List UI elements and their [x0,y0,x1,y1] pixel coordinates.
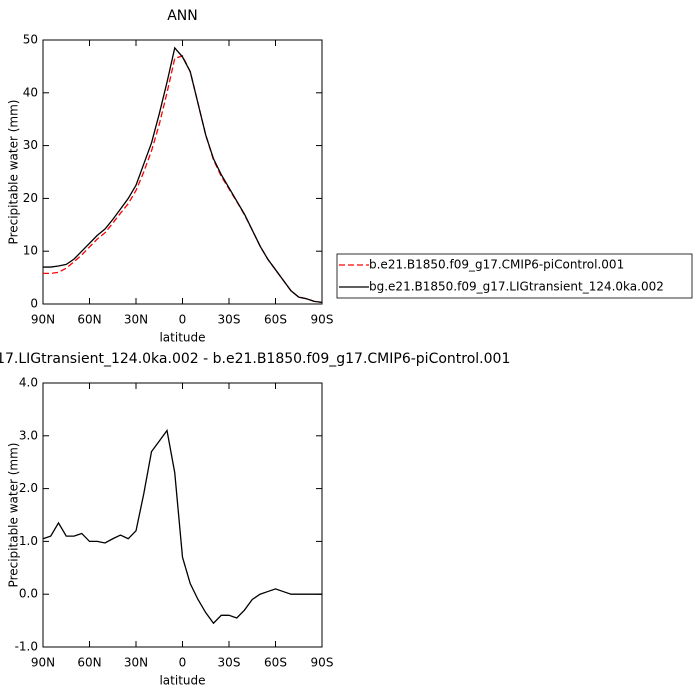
y-tick-label: 2.0 [19,481,38,495]
plot-frame [42,382,323,648]
y-tick-label: 10 [23,244,38,258]
y-tick-label: 30 [23,138,38,152]
legend-label: b.e21.B1850.f09_g17.CMIP6-piControl.001 [369,258,624,272]
y-tick-label: 1.0 [19,534,38,548]
x-tick-label: 90N [31,313,55,327]
y-tick-label: 50 [23,33,38,47]
x-tick-label: 90S [311,313,334,327]
x-axis-label: latitude [159,331,205,345]
x-tick-label: 30N [124,313,148,327]
y-tick-label: 4.0 [19,376,38,390]
legend-box [336,253,693,299]
x-tick-label: 30N [124,656,148,670]
x-tick-label: 30S [218,656,241,670]
x-tick-label: 0 [179,656,187,670]
chart-title: ANN [167,8,198,24]
data-line [42,428,322,625]
data-line [43,55,323,304]
x-tick-label: 60S [264,656,287,670]
plot-frame [42,39,323,305]
y-tick-label: 0.0 [19,587,38,601]
x-axis-label: latitude [159,674,205,688]
x-tick-label: 30S [218,313,241,327]
y-tick-label: 3.0 [19,428,38,442]
x-tick-label: 0 [179,313,187,327]
x-tick-label: 90N [31,656,55,670]
chart-title: bg.e21.B1850.f09_g17.LIGtransient_124.0k… [0,351,510,367]
data-line [43,46,323,304]
x-tick-label: 90S [311,656,334,670]
y-tick-label: 40 [23,85,38,99]
x-tick-label: 60N [77,313,101,327]
y-axis-label: Precipitable water (mm) [7,100,21,245]
legend-label: bg.e21.B1850.f09_g17.LIGtransient_124.0k… [369,280,664,294]
x-tick-label: 60S [264,313,287,327]
y-tick-label: 20 [23,191,38,205]
x-tick-label: 60N [77,656,101,670]
y-tick-label: 0 [30,297,38,311]
y-axis-label: Precipitable water (mm) [7,443,21,588]
y-tick-label: -1.0 [15,640,38,654]
